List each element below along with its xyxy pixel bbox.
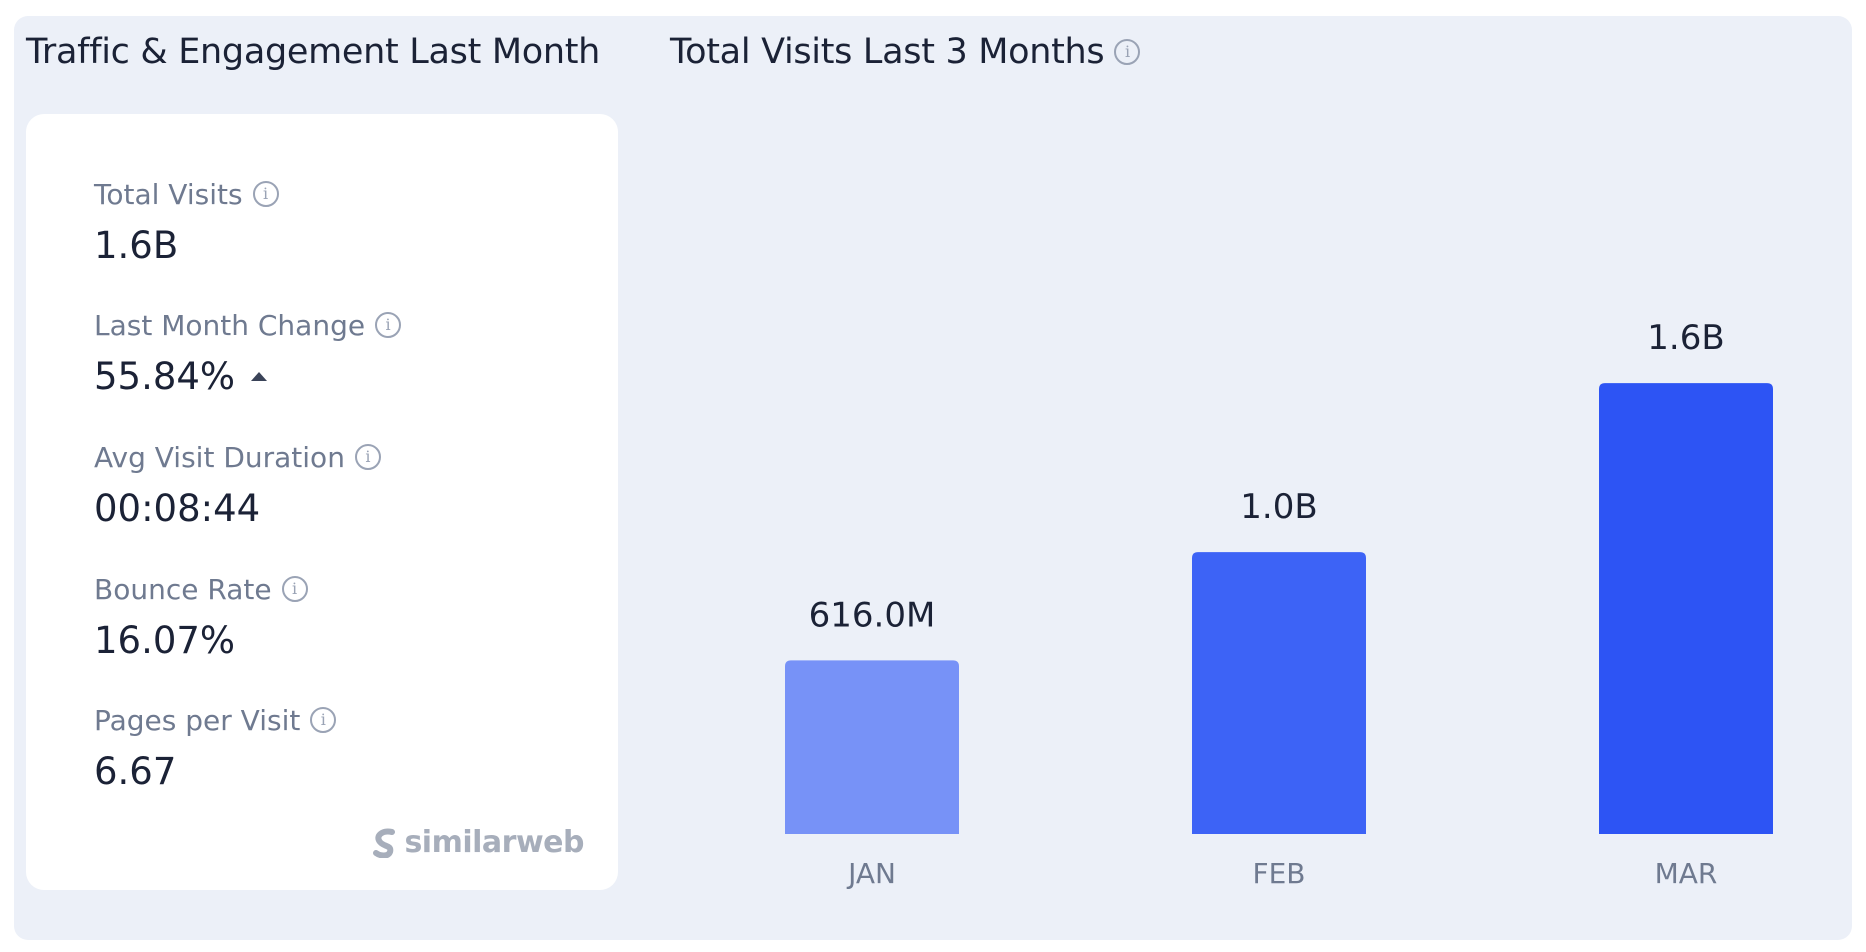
metric-value-text: 16.07% [94, 618, 236, 662]
metric-bounce-rate: Bounce Rate i 16.07% [94, 569, 308, 663]
metric-total-visits: Total Visits i 1.6B [94, 174, 279, 268]
metrics-card: Total Visits i 1.6B Last Month Change i … [26, 114, 618, 890]
bar-mar[interactable] [1599, 383, 1773, 834]
category-tick-label: MAR [1655, 857, 1718, 890]
metric-label-pages-per-visit: Pages per Visit i [94, 700, 337, 740]
metric-value-text: 00:08:44 [94, 486, 261, 530]
info-icon[interactable]: i [310, 707, 337, 733]
metric-label-text: Total Visits [94, 177, 243, 211]
metric-label-last-month-change: Last Month Change i [94, 305, 402, 345]
metric-label-total-visits: Total Visits i [94, 174, 279, 214]
similarweb-brand[interactable]: similarweb [372, 825, 584, 860]
traffic-engagement-title: Traffic & Engagement Last Month [26, 32, 600, 72]
metric-value-total-visits: 1.6B [94, 222, 279, 268]
info-icon[interactable]: i [375, 312, 402, 338]
metric-value-text: 55.84% [94, 354, 236, 398]
metric-label-bounce-rate: Bounce Rate i [94, 569, 308, 609]
bar-feb[interactable] [1192, 552, 1366, 834]
metric-value-last-month-change: 55.84% [94, 353, 401, 399]
metric-pages-per-visit: Pages per Visit i 6.67 [94, 700, 337, 794]
category-tick-label: JAN [846, 857, 896, 890]
metric-label-text: Bounce Rate [94, 572, 272, 606]
metric-label-text: Avg Visit Duration [94, 440, 345, 474]
info-icon[interactable]: i [252, 181, 279, 207]
info-icon[interactable]: i [354, 444, 381, 470]
metric-value-text: 1.6B [94, 223, 179, 267]
total-visits-chart-title-text: Total Visits Last 3 Months [670, 32, 1105, 72]
metric-value-bounce-rate: 16.07% [94, 617, 308, 663]
metric-avg-visit-duration: Avg Visit Duration i 00:08:44 [94, 437, 381, 531]
bar-jan[interactable] [785, 660, 959, 834]
bar-value-label: 616.0M [809, 595, 936, 635]
bar-value-label: 1.6B [1647, 318, 1724, 358]
total-visits-chart-title: Total Visits Last 3 Months i [670, 32, 1141, 72]
similarweb-logo-icon [373, 828, 396, 858]
bar-value-label: 1.0B [1240, 487, 1317, 527]
info-icon[interactable]: i [281, 576, 308, 602]
info-icon[interactable]: i [1114, 39, 1141, 65]
metric-label-text: Pages per Visit [94, 703, 301, 737]
metric-value-text: 6.67 [94, 749, 177, 793]
metric-last-month-change: Last Month Change i 55.84% [94, 305, 402, 399]
metric-label-avg-visit-duration: Avg Visit Duration i [94, 437, 381, 477]
caret-up-icon [251, 371, 268, 381]
metric-label-text: Last Month Change [94, 308, 366, 342]
metric-value-avg-visit-duration: 00:08:44 [94, 485, 381, 531]
brand-name: similarweb [404, 825, 584, 860]
traffic-engagement-title-text: Traffic & Engagement Last Month [26, 32, 601, 72]
category-tick-label: FEB [1252, 857, 1305, 890]
metric-value-pages-per-visit: 6.67 [94, 748, 336, 794]
